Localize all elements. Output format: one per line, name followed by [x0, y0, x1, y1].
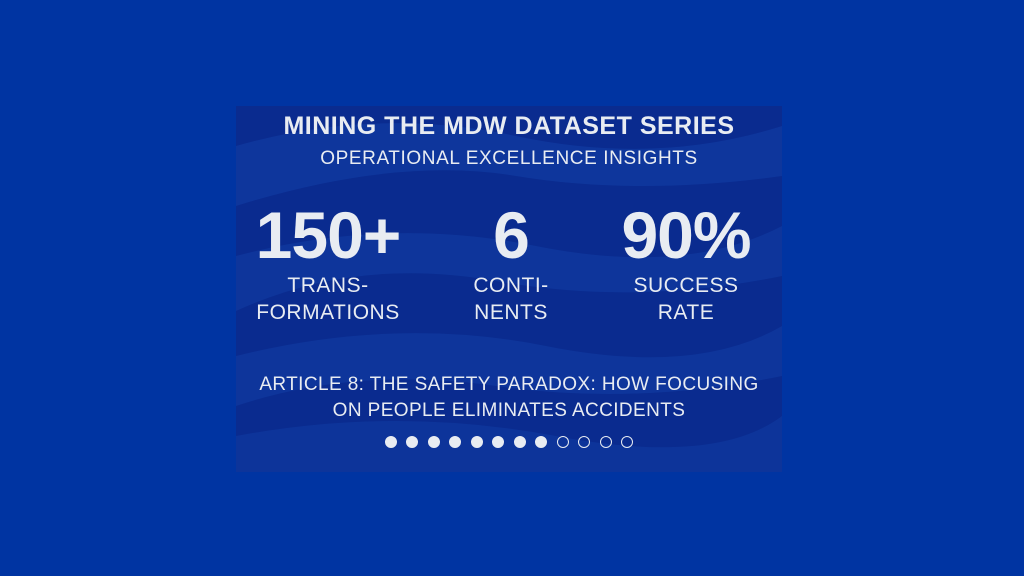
stat-label: RATE — [657, 301, 715, 324]
progress-dot-filled — [535, 436, 548, 448]
progress-dot-filled — [427, 436, 440, 448]
progress-dot-filled — [470, 436, 483, 448]
stat-label: FORMATIONS — [256, 301, 400, 324]
stat-label: CONTI- — [473, 274, 549, 297]
progress-dot-filled — [406, 436, 419, 448]
stat-value: 90% — [621, 198, 751, 272]
progress-dot-empty — [621, 436, 634, 448]
article-title: ARTICLE 8: THE SAFETY PARADOX: HOW FOCUS… — [236, 372, 782, 424]
progress-dot-filled — [492, 436, 505, 448]
infographic-card: MINING THE MDW DATASET SERIES OPERATIONA… — [236, 106, 782, 472]
stat-transformations: 150+ TRANS- FORMATIONS — [248, 198, 408, 326]
series-subtitle: OPERATIONAL EXCELLENCE INSIGHTS — [320, 148, 698, 169]
series-title: MINING THE MDW DATASET SERIES — [283, 112, 735, 140]
progress-dot-empty — [599, 436, 612, 448]
stat-continents: 6 CONTI- NENTS — [436, 198, 586, 326]
stat-value: 150+ — [255, 198, 402, 272]
stat-success-rate: 90% SUCCESS RATE — [606, 198, 766, 326]
wave-background — [236, 123, 782, 472]
progress-dot-filled — [513, 436, 526, 448]
progress-dot-filled — [384, 436, 397, 448]
progress-dots — [236, 436, 782, 448]
stat-value: 6 — [493, 198, 530, 272]
article-line: ON PEOPLE ELIMINATES ACCIDENTS — [332, 400, 686, 421]
progress-dot-empty — [578, 436, 591, 448]
stat-label: TRANS- — [287, 274, 369, 297]
stat-label: SUCCESS — [633, 274, 739, 297]
progress-dot-empty — [556, 436, 569, 448]
stat-label: NENTS — [474, 301, 548, 324]
progress-dot-filled — [449, 436, 462, 448]
article-line: ARTICLE 8: THE SAFETY PARADOX: HOW FOCUS… — [259, 374, 759, 395]
